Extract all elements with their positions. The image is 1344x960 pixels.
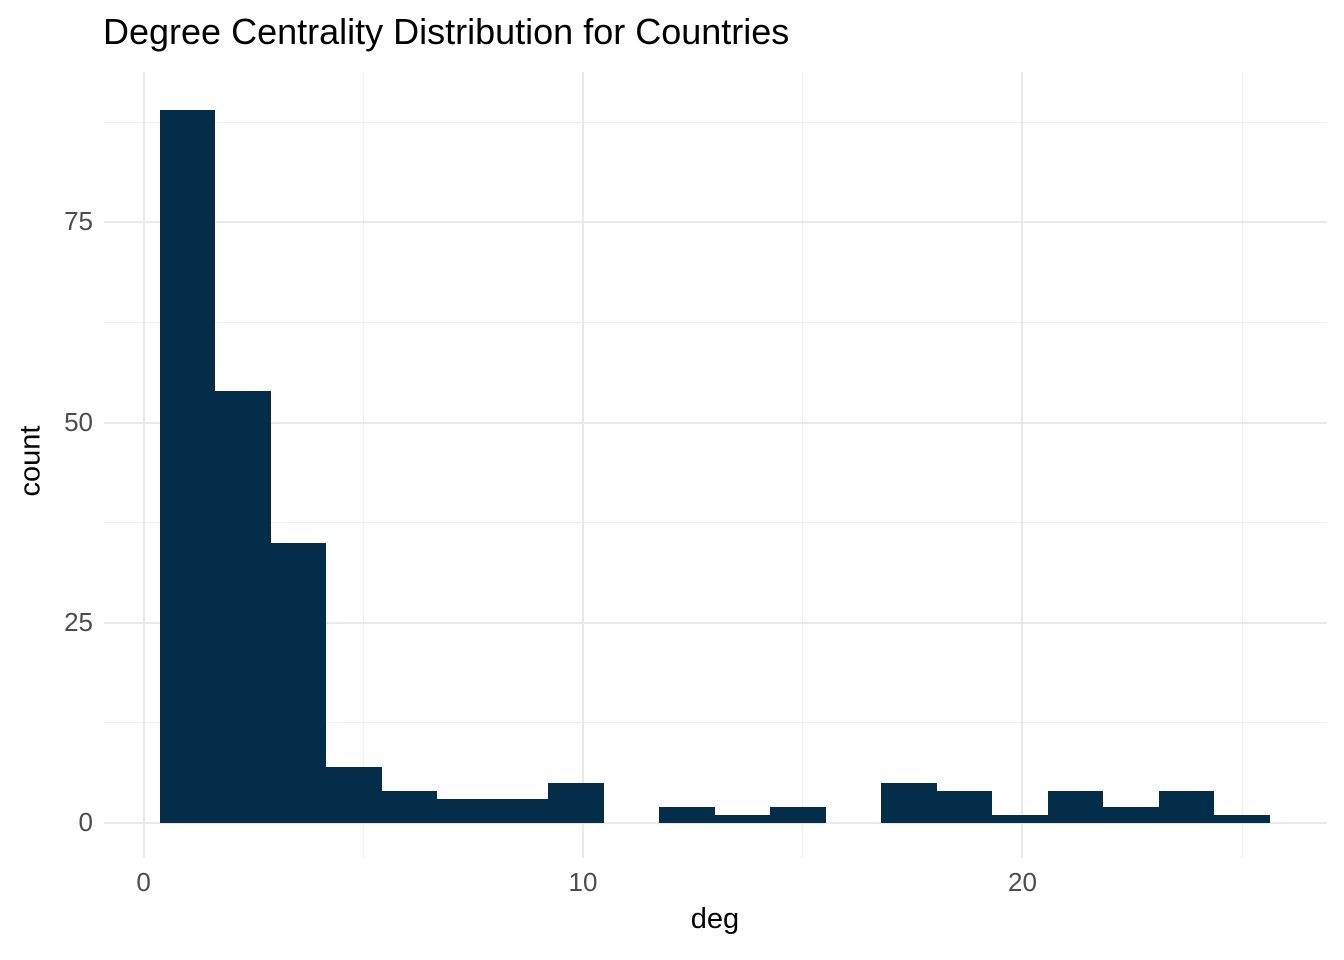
histogram-bar: [437, 798, 493, 823]
gridline-x-minor: [362, 72, 364, 858]
histogram-bar: [548, 782, 604, 823]
histogram-bar: [1103, 806, 1159, 823]
histogram-bar: [1214, 814, 1270, 823]
gridline-x-minor: [1241, 72, 1243, 858]
plot-panel: [104, 72, 1327, 858]
histogram-bar: [215, 390, 271, 823]
gridline-x-major: [1021, 72, 1024, 858]
gridline-y-major: [104, 221, 1327, 224]
y-tick-label: 50: [64, 406, 93, 437]
gridline-y-major: [104, 821, 1327, 824]
x-tick-label: 10: [568, 867, 598, 897]
x-tick-label: 0: [136, 867, 151, 897]
histogram-bar: [992, 814, 1048, 823]
y-tick-label: 0: [78, 806, 93, 837]
histogram-bar: [270, 542, 327, 823]
y-tick-label: 75: [64, 206, 93, 237]
gridline-y-minor: [104, 722, 1327, 724]
gridline-x-major: [142, 72, 145, 858]
gridline-x-minor: [802, 72, 804, 858]
gridline-y-major: [104, 621, 1327, 624]
histogram-bar: [770, 806, 826, 823]
y-axis-title: count: [14, 425, 47, 497]
gridline-y-major: [104, 421, 1327, 424]
histogram-bar: [1158, 790, 1215, 823]
histogram-bar: [159, 110, 216, 823]
histogram-bar: [714, 814, 771, 823]
histogram-bar: [381, 790, 438, 823]
histogram-bar: [492, 798, 549, 823]
histogram-bar: [659, 806, 715, 823]
gridline-y-minor: [104, 121, 1327, 123]
histogram-bar: [936, 790, 993, 823]
histogram-bar: [881, 782, 937, 823]
x-axis-title: deg: [690, 903, 740, 935]
gridline-x-major: [582, 72, 584, 858]
y-tick-label: 25: [64, 606, 93, 637]
gridline-y-minor: [104, 322, 1327, 324]
histogram-bar: [1047, 790, 1104, 823]
x-tick-label: 20: [1007, 867, 1037, 897]
gridline-y-minor: [104, 522, 1327, 524]
chart-title: Degree Centrality Distribution for Count…: [103, 11, 790, 52]
histogram-bar: [326, 766, 382, 823]
